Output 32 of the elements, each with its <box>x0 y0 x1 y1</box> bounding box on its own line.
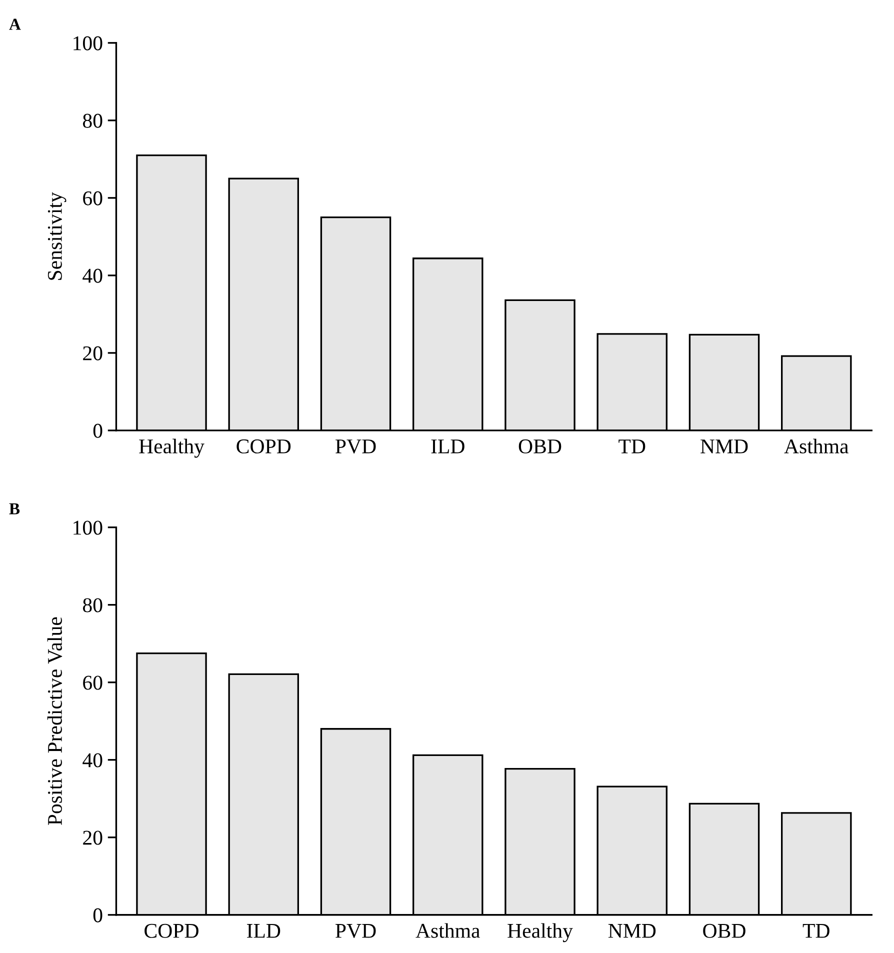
y-tick-label: 20 <box>83 830 102 845</box>
y-axis-title: Sensitivity <box>48 192 66 280</box>
x-tick-label: NMD <box>608 924 656 938</box>
x-tick-label: PVD <box>336 440 376 454</box>
y-tick-label: 40 <box>82 268 102 283</box>
x-tick-label: TD <box>618 440 646 454</box>
text: B <box>9 503 20 514</box>
x-tick-label: COPD <box>144 924 198 938</box>
x-tick-label: ILD <box>247 924 280 938</box>
x-tick-label: Healthy <box>139 438 204 458</box>
y-tick-label: 100 <box>74 36 102 50</box>
x-tick-label: Asthma <box>416 923 480 938</box>
x-tick-label: TD <box>802 924 830 938</box>
y-tick-label: 20 <box>83 346 102 360</box>
y-tick-label: 0 <box>93 424 102 438</box>
x-tick-label: Asthma <box>784 438 848 454</box>
y-tick-label: 80 <box>82 114 102 128</box>
y-tick-label: 0 <box>93 908 102 922</box>
y-tick-label: 60 <box>83 676 102 690</box>
y-tick-label: 40 <box>82 753 102 768</box>
x-tick-label: PVD <box>336 924 376 938</box>
x-tick-label: COPD <box>236 439 291 454</box>
x-tick-label: OBD <box>518 439 562 454</box>
x-tick-label: OBD <box>703 924 746 938</box>
y-tick-label: 60 <box>83 191 102 206</box>
y-axis-title: Positive Predictive Value <box>47 617 62 826</box>
y-tick-label: 80 <box>82 598 102 612</box>
x-tick-label: ILD <box>431 440 464 454</box>
x-tick-label: Healthy <box>508 923 573 942</box>
y-tick-label: 100 <box>74 520 102 535</box>
text: A <box>9 18 21 30</box>
x-tick-label: NMD <box>700 440 748 454</box>
